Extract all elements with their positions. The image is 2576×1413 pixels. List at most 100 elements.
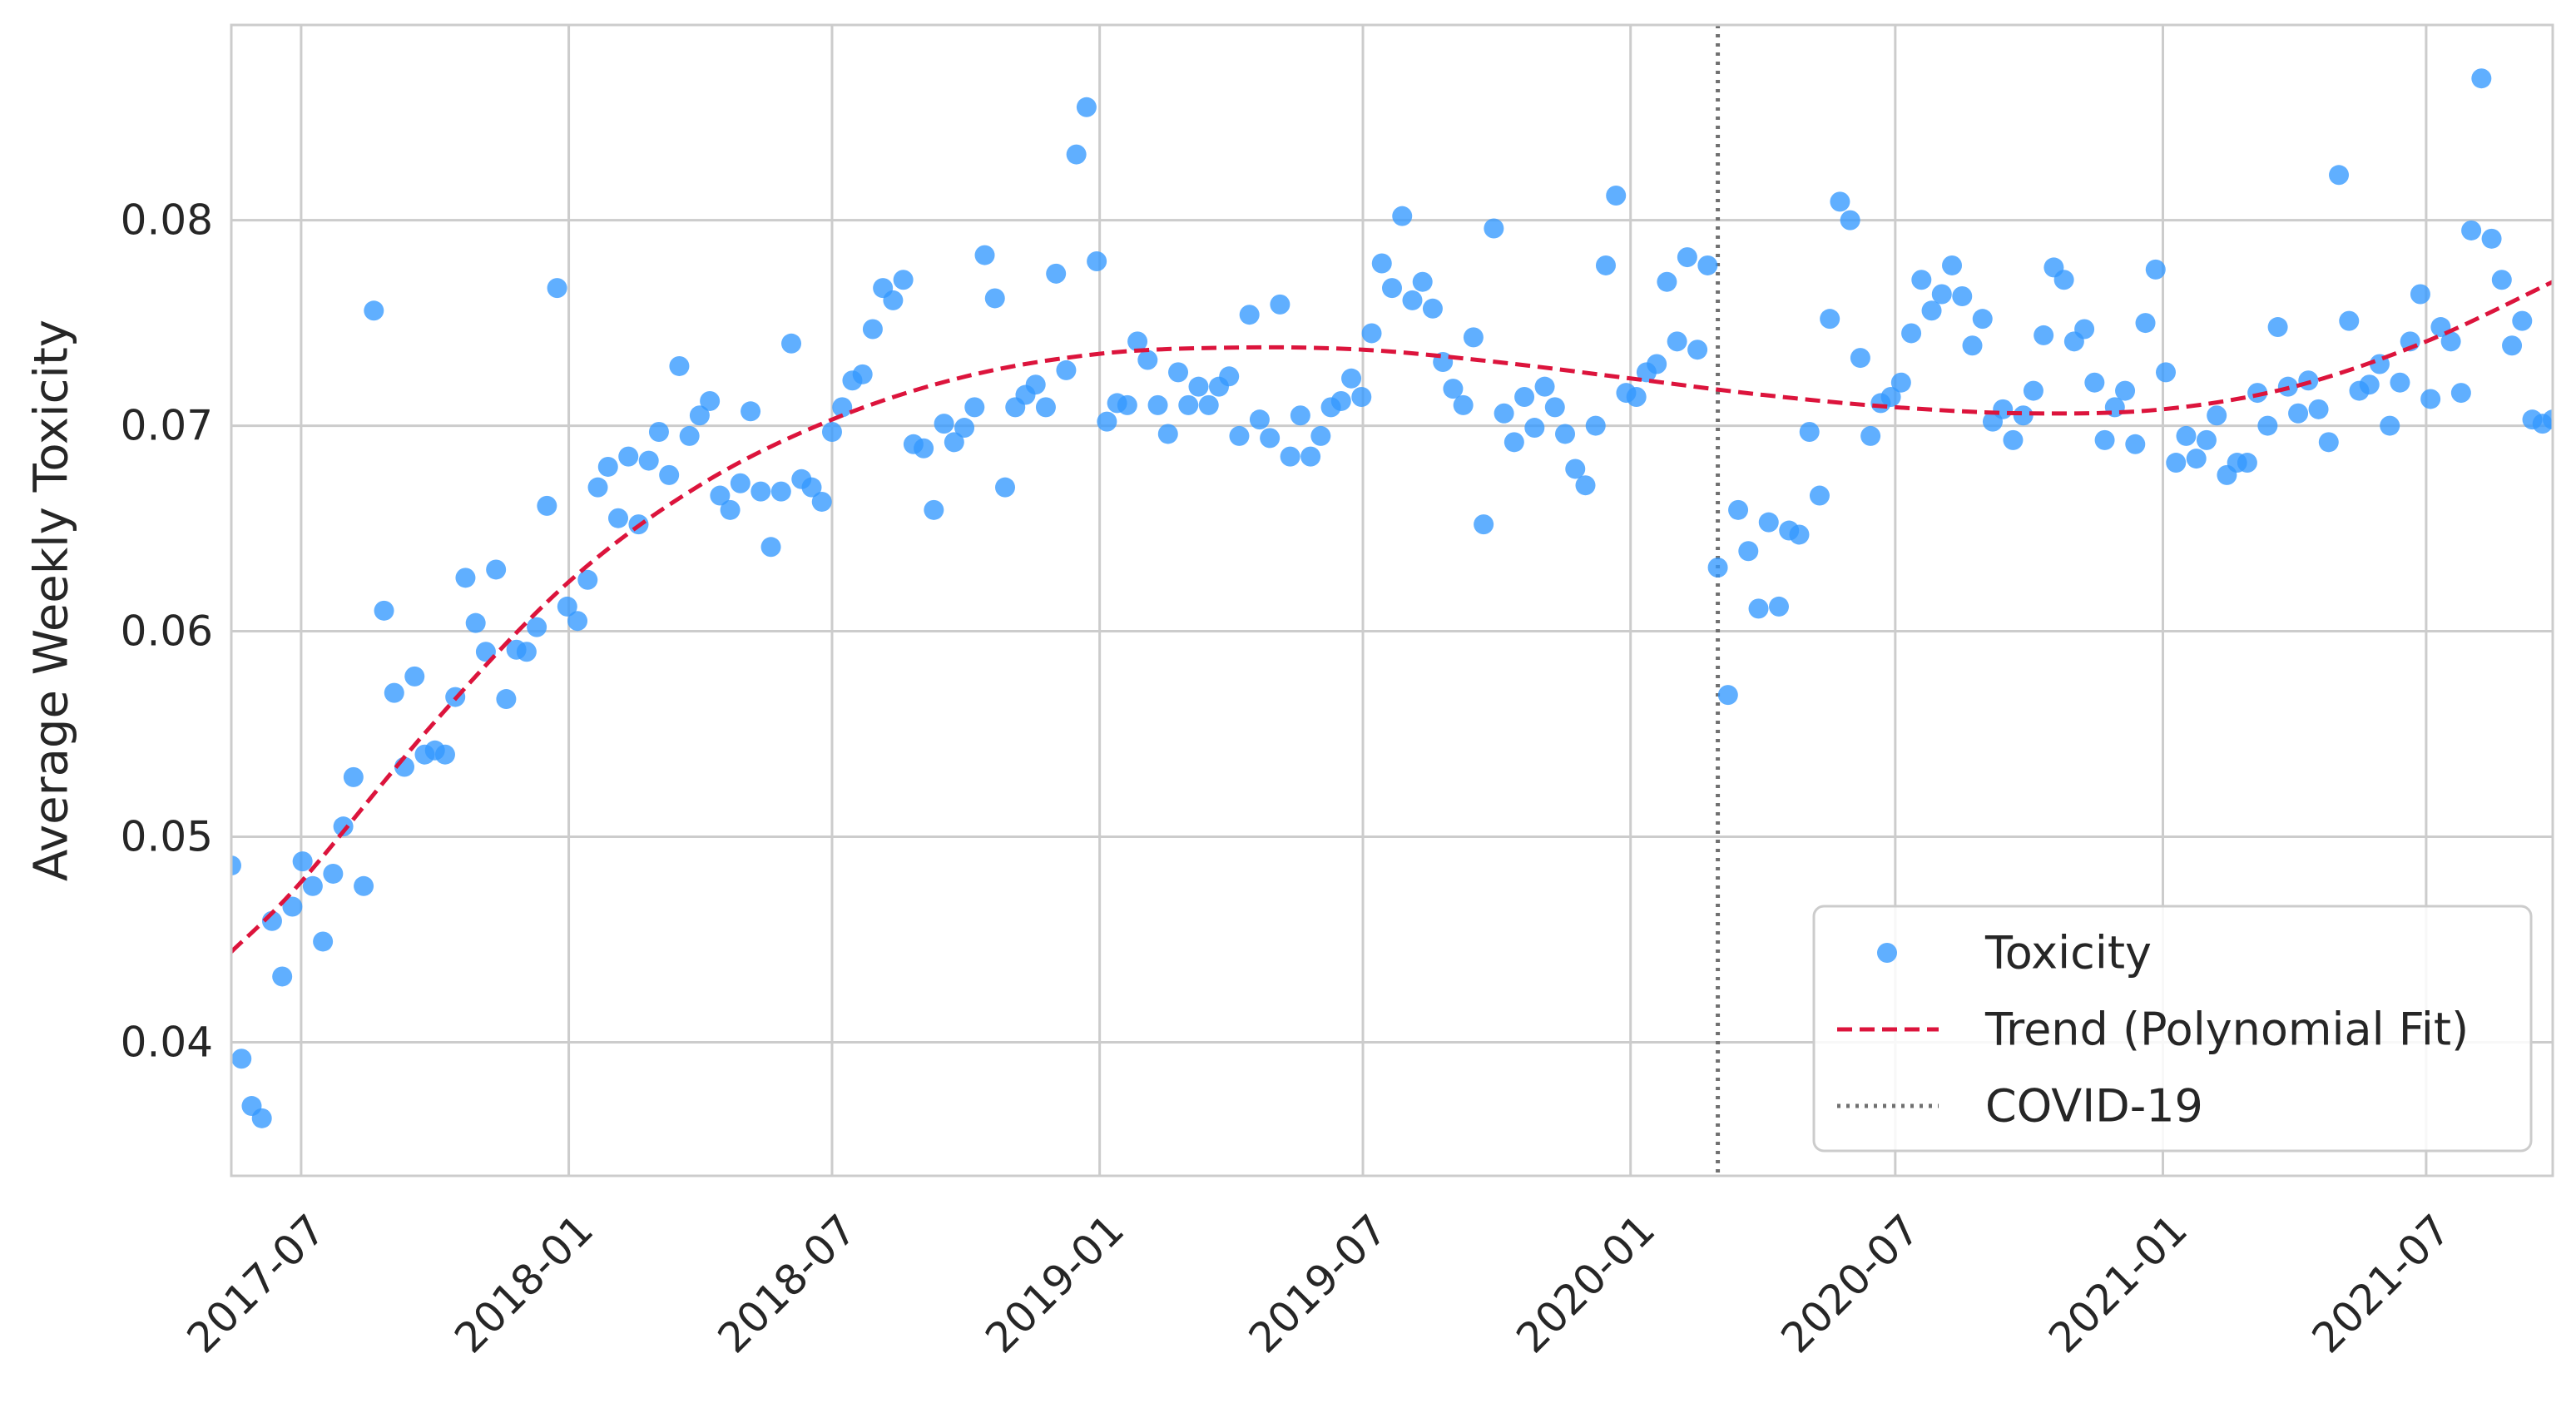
toxicity-point [1351, 387, 1372, 408]
toxicity-point [2074, 319, 2095, 340]
toxicity-point [2267, 317, 2288, 338]
toxicity-point [1890, 372, 1911, 393]
toxicity-point [486, 559, 507, 580]
toxicity-point [1789, 524, 1810, 545]
toxicity-point [434, 744, 455, 765]
toxicity-point [1229, 425, 1250, 446]
toxicity-point [465, 612, 486, 633]
toxicity-point [251, 1108, 272, 1128]
toxicity-point [1076, 97, 1097, 117]
toxicity-point [1555, 424, 1576, 444]
toxicity-point [984, 288, 1005, 309]
toxicity-point [1310, 425, 1331, 446]
toxicity-point [2247, 383, 2268, 404]
toxicity-point [1474, 514, 1494, 535]
toxicity-point [751, 481, 771, 502]
toxicity-point [1443, 379, 1464, 399]
toxicity-point [1931, 284, 1952, 305]
toxicity-point [1667, 331, 1687, 352]
toxicity-point [1147, 394, 1168, 415]
toxicity-point [1657, 271, 1677, 292]
toxicity-point [364, 300, 384, 321]
toxicity-point [1087, 251, 1107, 272]
toxicity-point [689, 405, 710, 426]
toxicity-point [1494, 403, 1514, 424]
toxicity-point [2502, 335, 2523, 356]
y-tick-label: 0.04 [121, 1018, 213, 1066]
toxicity-point [1647, 354, 1667, 374]
toxicity-point [2440, 331, 2461, 352]
toxicity-point [2450, 383, 2471, 404]
toxicity-point [1503, 432, 1524, 453]
toxicity-point [1484, 218, 1504, 239]
toxicity-point [2125, 434, 2146, 454]
toxicity-point [1738, 541, 1759, 562]
toxicity-point [2308, 399, 2329, 419]
toxicity-point [313, 931, 334, 952]
toxicity-point [1850, 348, 1870, 369]
toxicity-point [638, 450, 659, 471]
toxicity-point [924, 499, 944, 520]
toxicity-point [1198, 394, 1219, 415]
toxicity-point [1066, 144, 1087, 165]
toxicity-point [537, 495, 557, 516]
toxicity-point [2257, 415, 2278, 436]
toxicity-point [1392, 206, 1413, 226]
toxicity-point [1382, 278, 1402, 299]
y-tick-label: 0.08 [121, 196, 213, 245]
toxicity-point [1901, 323, 1922, 344]
toxicity-point [1290, 405, 1310, 426]
toxicity-point [302, 875, 323, 896]
toxicity-point [1219, 366, 1240, 387]
toxicity-point [995, 477, 1015, 498]
toxicity-point [2176, 425, 2197, 446]
toxicity-point [282, 896, 303, 917]
toxicity-point [2186, 449, 2207, 469]
toxicity-point [1677, 247, 1697, 268]
toxicity-point [577, 569, 598, 590]
toxicity-point [1260, 428, 1281, 449]
toxicity-point [1993, 399, 2014, 419]
toxicity-point [1534, 376, 1555, 397]
toxicity-point [1769, 596, 1789, 617]
toxicity-point [1717, 685, 1738, 706]
plot-frame [230, 23, 2554, 1178]
plot-area [231, 25, 2553, 1176]
toxicity-point [1137, 350, 1158, 370]
y-tick-label: 0.06 [121, 607, 213, 656]
y-tick-label: 0.05 [121, 813, 213, 861]
legend-box [1812, 905, 2533, 1153]
trend-line [231, 280, 2553, 954]
toxicity-point [1168, 362, 1189, 383]
toxicity-point [1157, 424, 1178, 444]
toxicity-point [527, 617, 547, 637]
toxicity-point [2471, 68, 2492, 89]
toxicity-point [648, 421, 669, 442]
toxicity-point [1606, 185, 1627, 206]
toxicity-point [710, 485, 731, 506]
toxicity-point [1880, 387, 1901, 408]
toxicity-point [1127, 331, 1148, 352]
toxicity-point [1117, 394, 1137, 415]
toxicity-point [2491, 270, 2512, 290]
toxicity-point [1860, 425, 1881, 446]
legend-label: COVID-19 [1985, 1080, 2203, 1133]
toxicity-point [231, 855, 241, 876]
toxicity-point [404, 666, 425, 687]
toxicity-point [2053, 270, 2074, 290]
toxicity-point [700, 390, 721, 411]
toxicity-point [770, 481, 791, 502]
toxicity-point [760, 537, 781, 558]
toxicity-point [1239, 305, 1260, 325]
toxicity-point [720, 499, 741, 520]
toxicity-point [1035, 397, 1056, 418]
toxicity-point [1270, 294, 1290, 315]
toxicity-point [832, 397, 853, 418]
toxicity-point [801, 477, 822, 498]
toxicity-point [597, 456, 618, 477]
toxicity-point [2329, 165, 2350, 186]
toxicity-point [1178, 394, 1199, 415]
toxicity-point [2034, 325, 2054, 345]
toxicity-point [944, 432, 964, 453]
